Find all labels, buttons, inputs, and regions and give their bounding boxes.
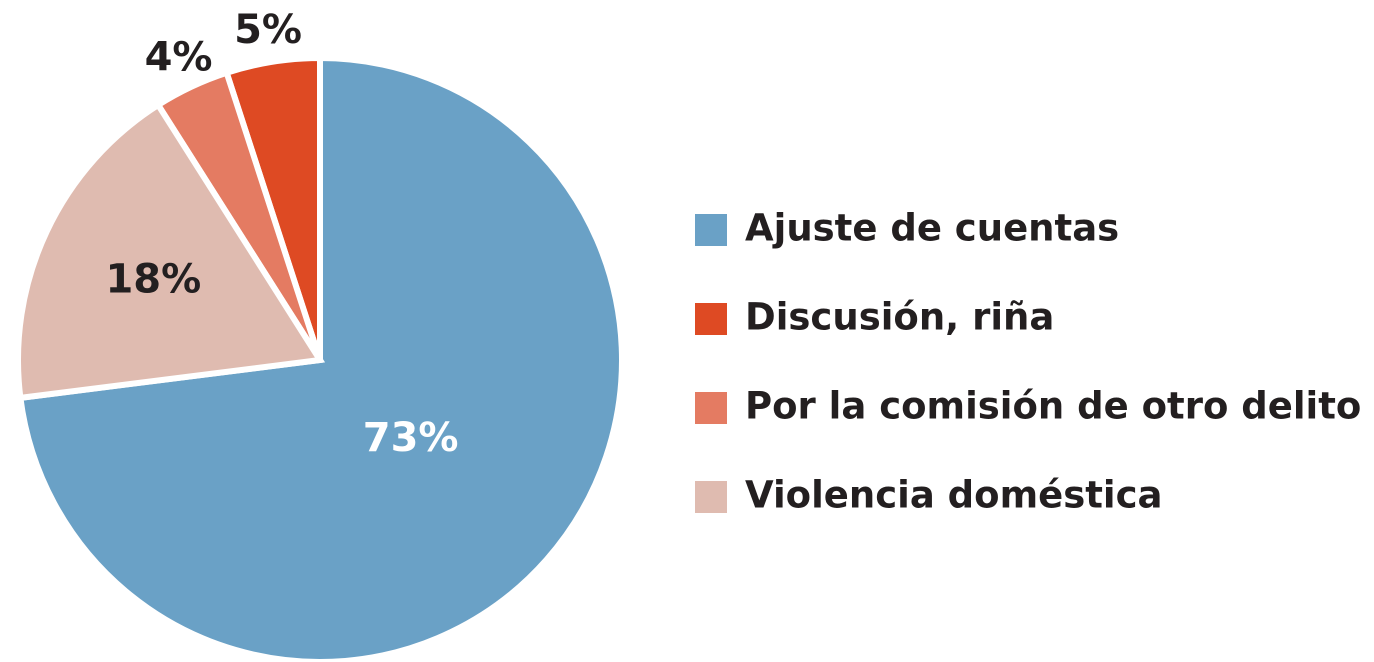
- legend-label: Violencia doméstica: [745, 474, 1163, 517]
- legend-label: Ajuste de cuentas: [745, 207, 1119, 250]
- legend-swatch: [695, 214, 727, 246]
- slice-label: 18%: [105, 257, 201, 303]
- legend-swatch: [695, 481, 727, 513]
- legend-swatch: [695, 303, 727, 335]
- slice-label: 4%: [145, 34, 213, 80]
- legend-label: Por la comisión de otro delito: [745, 385, 1361, 428]
- pie-slice: [15, 100, 326, 402]
- legend-label: Discusión, riña: [745, 296, 1054, 339]
- slice-label: 73%: [363, 415, 459, 461]
- legend-swatch: [695, 392, 727, 424]
- slice-label: 5%: [234, 7, 302, 53]
